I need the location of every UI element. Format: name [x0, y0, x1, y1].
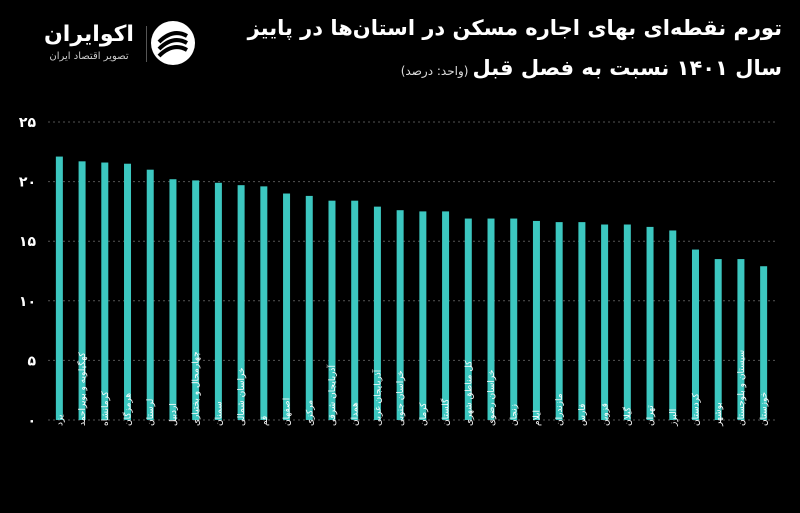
- y-tick-label: ۲۰: [19, 175, 36, 191]
- bar: [78, 161, 86, 420]
- y-tick-label: ۰: [27, 413, 36, 429]
- y-tick-label: ۱۵: [19, 234, 37, 250]
- bar: [714, 259, 722, 420]
- x-tick-label: بوشهر: [714, 402, 724, 427]
- bar: [283, 193, 291, 420]
- bar: [214, 182, 222, 420]
- x-tick-label: کهگیلویه و بویراحمد: [76, 352, 88, 426]
- x-tick-label: قزوین: [601, 403, 611, 426]
- x-tick-label: کرمانشاه: [101, 390, 111, 426]
- x-tick-label: هرمزگان: [122, 393, 134, 426]
- bar: [669, 230, 677, 420]
- brand-tagline: تصویر اقتصاد ایران: [49, 51, 129, 62]
- bar: [419, 211, 427, 420]
- bar: [487, 218, 495, 420]
- x-tick-label: مرکزی: [305, 400, 315, 426]
- x-tick-label: خراسان جنوبی: [396, 370, 406, 426]
- x-tick-label: کرمان: [419, 402, 429, 426]
- x-tick-label: قم: [260, 416, 270, 426]
- bar: [146, 169, 154, 420]
- y-tick-label: ۲۵: [19, 115, 37, 131]
- x-tick-label: زنجان: [510, 404, 520, 426]
- x-tick-label: آذربایجان شرقی: [326, 365, 338, 426]
- x-tick-label: خوزستان: [760, 392, 770, 426]
- unit-label: (واحد: درصد): [400, 64, 469, 78]
- title-line-1: تورم نقطه‌ای بهای اجاره مسکن در استان‌ها…: [247, 16, 782, 40]
- x-tick-label: چهارمحال و بختیاری: [192, 351, 202, 426]
- brand-logo: اکوایران تصویر اقتصاد ایران: [22, 16, 222, 76]
- logo-mark-icon: [151, 21, 195, 65]
- bar: [578, 222, 586, 420]
- bar: [55, 156, 63, 420]
- x-tick-label: اردبیل: [169, 403, 179, 426]
- x-tick-label: البرز: [669, 409, 679, 427]
- bar: [260, 186, 268, 420]
- x-tick-label: سیستان و بلوچستان: [737, 350, 747, 426]
- title-line-2: سال ۱۴۰۱ نسبت به فصل قبل(واحد: درصد): [222, 54, 782, 85]
- x-tick-label: سمنان: [214, 401, 224, 426]
- bar: [737, 259, 745, 420]
- bar: [396, 210, 404, 420]
- y-tick-label: ۵: [27, 353, 36, 369]
- bar: [623, 224, 631, 420]
- x-tick-label: آذربایجان غربی: [371, 369, 383, 426]
- bar: [237, 185, 245, 420]
- bar: [555, 222, 563, 420]
- logo-divider: [146, 26, 147, 62]
- bar: [646, 226, 654, 420]
- x-tick-label: فارس: [578, 404, 588, 426]
- x-tick-label: تهران: [646, 405, 656, 426]
- brand-name: اکوایران: [44, 22, 134, 47]
- x-tick-label: کل مناطق شهری: [464, 360, 474, 426]
- bar: [351, 200, 359, 420]
- x-tick-label: مازندران: [555, 393, 565, 426]
- x-tick-label: خراسان رضوی: [487, 370, 497, 426]
- title-line-2-text: سال ۱۴۰۱ نسبت به فصل قبل: [472, 56, 782, 80]
- chart-title: تورم نقطه‌ای بهای اجاره مسکن در استان‌ها…: [222, 14, 782, 85]
- bar: [510, 218, 518, 420]
- bar: [101, 162, 109, 420]
- bar: [442, 211, 450, 420]
- x-tick-label: گلستان: [440, 398, 452, 426]
- bar: [124, 163, 132, 420]
- x-tick-label: ایلام: [532, 410, 542, 426]
- bar: [601, 224, 609, 420]
- bar: [760, 266, 768, 420]
- x-tick-label: یزد: [55, 414, 65, 426]
- bar: [305, 195, 313, 420]
- bar: [169, 179, 177, 420]
- y-tick-label: ۱۰: [19, 294, 36, 310]
- bar: [691, 249, 699, 420]
- x-tick-label: گیلان: [621, 406, 633, 426]
- x-tick-label: خراسان شمالی: [237, 367, 247, 426]
- bar: [328, 200, 336, 420]
- x-tick-label: کردستان: [691, 392, 701, 426]
- bar: [464, 218, 472, 420]
- x-tick-label: همدان: [351, 402, 361, 426]
- x-tick-label: اصفهان: [283, 398, 293, 426]
- bar: [192, 180, 200, 420]
- bar: [532, 220, 540, 420]
- x-tick-label: لرستان: [146, 399, 156, 426]
- bar: [373, 206, 381, 420]
